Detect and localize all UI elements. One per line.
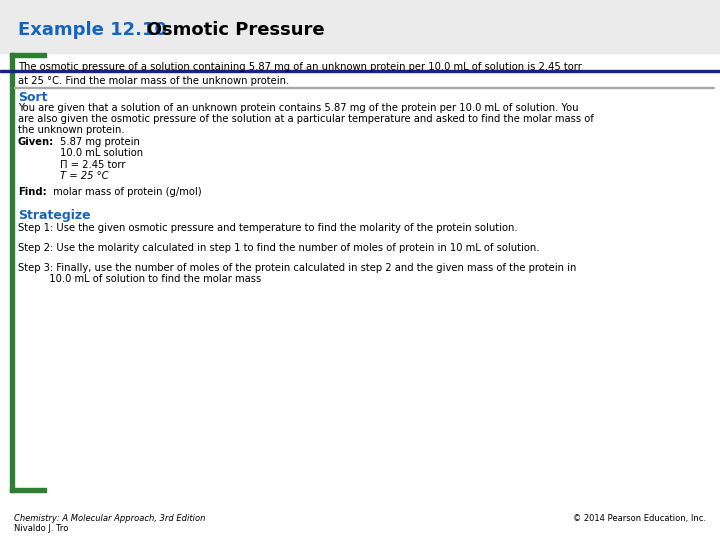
Text: Chemistry: A Molecular Approach, 3rd Edition: Chemistry: A Molecular Approach, 3rd Edi… bbox=[14, 514, 205, 523]
Text: Example 12.10: Example 12.10 bbox=[18, 21, 167, 39]
Text: Given:: Given: bbox=[18, 137, 54, 147]
Bar bbox=[0, 70, 720, 72]
Text: Find:: Find: bbox=[18, 187, 47, 197]
Text: 10.0 mL of solution to find the molar mass: 10.0 mL of solution to find the molar ma… bbox=[18, 274, 261, 285]
Text: Nivaldo J. Tro: Nivaldo J. Tro bbox=[14, 524, 68, 533]
Text: Π = 2.45 torr: Π = 2.45 torr bbox=[60, 160, 125, 170]
Text: © 2014 Pearson Education, Inc.: © 2014 Pearson Education, Inc. bbox=[573, 515, 706, 523]
Text: Strategize: Strategize bbox=[18, 209, 91, 222]
Text: The osmotic pressure of a solution containing 5.87 mg of an unknown protein per : The osmotic pressure of a solution conta… bbox=[18, 62, 582, 86]
Text: Sort: Sort bbox=[18, 91, 48, 104]
Bar bbox=[10, 53, 14, 492]
Bar bbox=[10, 488, 46, 492]
Bar bbox=[0, 0, 720, 53]
Bar bbox=[14, 87, 714, 88]
Text: T = 25 °C: T = 25 °C bbox=[60, 172, 109, 181]
Bar bbox=[10, 53, 46, 57]
Text: are also given the osmotic pressure of the solution at a particular temperature : are also given the osmotic pressure of t… bbox=[18, 114, 594, 124]
Text: molar mass of protein (g/mol): molar mass of protein (g/mol) bbox=[50, 187, 202, 197]
Text: 5.87 mg protein: 5.87 mg protein bbox=[60, 137, 140, 147]
Text: the unknown protein.: the unknown protein. bbox=[18, 125, 125, 135]
Text: Step 3: Finally, use the number of moles of the protein calculated in step 2 and: Step 3: Finally, use the number of moles… bbox=[18, 263, 577, 273]
Text: You are given that a solution of an unknown protein contains 5.87 mg of the prot: You are given that a solution of an unkn… bbox=[18, 103, 578, 113]
Text: Step 2: Use the molarity calculated in step 1 to find the number of moles of pro: Step 2: Use the molarity calculated in s… bbox=[18, 243, 539, 253]
Text: Osmotic Pressure: Osmotic Pressure bbox=[128, 21, 325, 39]
Text: Step 1: Use the given osmotic pressure and temperature to find the molarity of t: Step 1: Use the given osmotic pressure a… bbox=[18, 223, 518, 233]
Text: 10.0 mL solution: 10.0 mL solution bbox=[60, 148, 143, 159]
